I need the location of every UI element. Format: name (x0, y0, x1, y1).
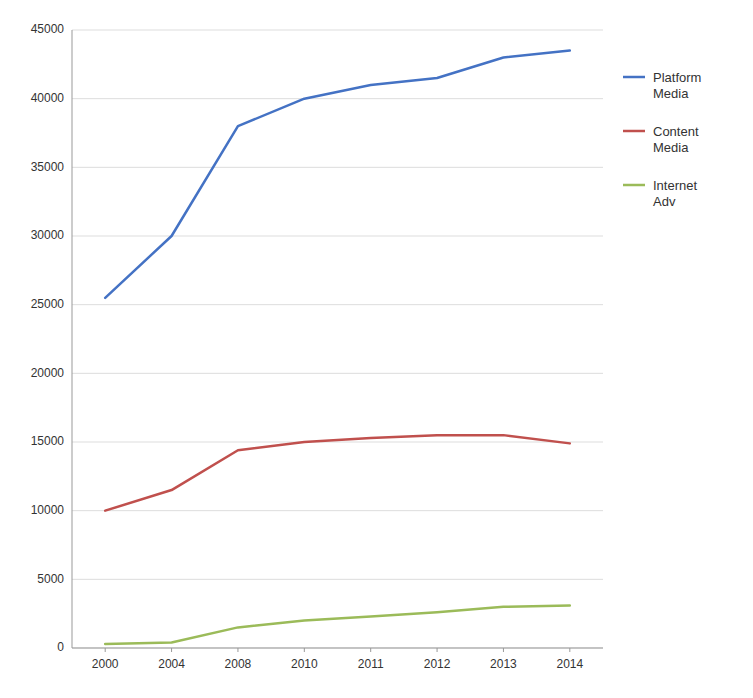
grid-line (72, 30, 603, 31)
grid-line (72, 579, 603, 580)
x-tick-label: 2008 (225, 657, 252, 671)
grid-line (72, 373, 603, 374)
plot-area: 0 5000 10000 15000 20000 25000 30000 35000 40000… (31, 22, 603, 671)
grid-line (72, 442, 603, 443)
x-tick-label: 2000 (92, 657, 119, 671)
y-tick-label: 25000 (31, 297, 65, 311)
x-tick (304, 648, 305, 652)
legend-swatch (623, 184, 645, 187)
legend-label: ContentMedia (653, 124, 699, 155)
chart-svg: 0 5000 10000 15000 20000 25000 30000 35000 40000… (0, 0, 753, 698)
x-tick (437, 648, 438, 652)
y-tick-label: 20000 (31, 366, 65, 380)
legend: PlatformMedia ContentMedia InternetAdv (623, 70, 701, 209)
x-tick-label: 2010 (291, 657, 318, 671)
x-axis: 2000 2004 2008 2010 2011 2012 2013 2014 (92, 648, 584, 671)
chart-container: 0 5000 10000 15000 20000 25000 30000 35000 40000… (0, 0, 753, 698)
lines (105, 51, 570, 644)
grid-line (72, 304, 603, 305)
x-tick (569, 648, 570, 652)
x-tick-label: 2014 (556, 657, 583, 671)
x-tick-label: 2012 (424, 657, 451, 671)
series-line (105, 435, 570, 511)
grid-line (72, 648, 603, 649)
legend-label: InternetAdv (653, 178, 697, 209)
x-tick (105, 648, 106, 652)
x-tick (503, 648, 504, 652)
y-axis: 0 5000 10000 15000 20000 25000 30000 35000 40000… (31, 22, 603, 654)
y-axis-line (72, 30, 73, 648)
y-tick-label: 15000 (31, 434, 65, 448)
y-tick-label: 45000 (31, 22, 65, 36)
x-tick (237, 648, 238, 652)
legend-swatch (623, 130, 645, 133)
x-tick-label: 2013 (490, 657, 517, 671)
x-tick (370, 648, 371, 652)
series-line (105, 51, 570, 298)
x-tick (171, 648, 172, 652)
y-tick-label: 5000 (37, 572, 64, 586)
grid-line (72, 236, 603, 237)
grid-line (72, 510, 603, 511)
grid-line (72, 167, 603, 168)
y-tick-label: 10000 (31, 503, 65, 517)
y-tick-label: 35000 (31, 160, 65, 174)
grid-line (72, 98, 603, 99)
y-tick-label: 0 (57, 640, 64, 654)
x-tick-label: 2004 (158, 657, 185, 671)
x-axis-line (72, 648, 603, 649)
x-tick-label: 2011 (358, 657, 384, 671)
legend-label: PlatformMedia (653, 70, 701, 101)
y-tick-label: 30000 (31, 228, 65, 242)
series-line (105, 605, 570, 643)
legend-swatch (623, 76, 645, 79)
y-tick-label: 40000 (31, 91, 65, 105)
